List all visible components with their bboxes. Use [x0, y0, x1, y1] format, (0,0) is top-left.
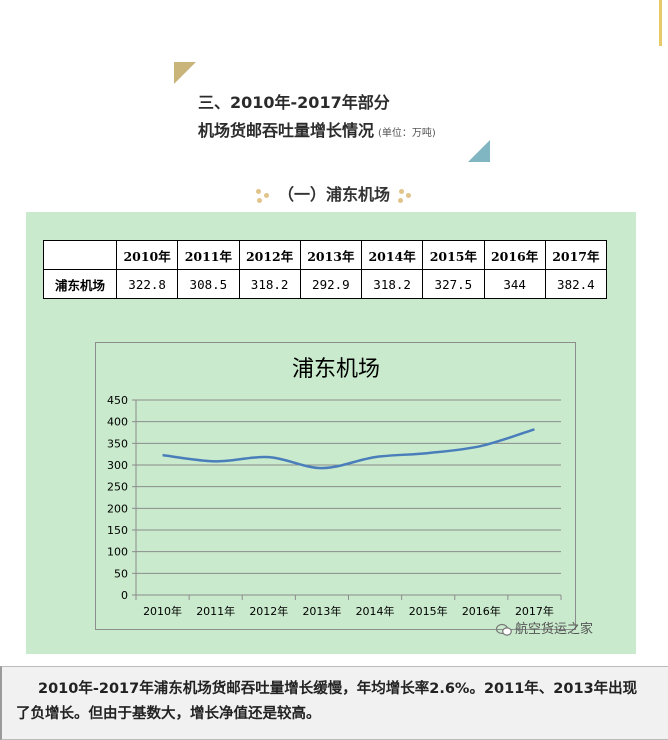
dots-decoration-icon: [398, 188, 412, 203]
heading-line-2: 机场货邮吞吐量增长情况 (单位：万吨): [198, 117, 436, 141]
y-tick-label: 450: [107, 394, 128, 407]
x-tick-label: 2016年: [462, 604, 501, 618]
table-header-row: 2010年 2011年 2012年 2013年 2014年 2015年 2016…: [43, 240, 608, 270]
grid-layer: [136, 399, 561, 574]
table-cell: 322.8: [115, 269, 179, 299]
table-header-cell: 2015年: [422, 240, 485, 270]
corner-triangle-decoration: [174, 62, 196, 84]
series-layer: [162, 428, 535, 470]
decorative-bar: [659, 0, 662, 46]
table-cell: 382.4: [544, 269, 608, 299]
heading-unit: (单位：万吨): [378, 128, 436, 139]
table-header-cell: 2011年: [177, 240, 240, 270]
table-cell: 344: [483, 269, 546, 299]
line-chart: 浦东机场 0 50 100 150 200 250 300 350 400 450 2010年 201…: [95, 342, 576, 630]
heading-line-1: 三、2010年-2017年部分: [198, 93, 390, 112]
table-cell: 292.9: [299, 269, 363, 299]
section-title: （一）浦东机场: [0, 181, 668, 205]
table-header-cell: 2012年: [238, 240, 301, 270]
summary-box: 2010年-2017年浦东机场货邮吞吐量增长缓慢，年均增长率2.6%。2011年…: [0, 666, 668, 740]
wechat-icon: [496, 623, 512, 636]
x-tick-label: 2010年: [143, 604, 182, 618]
section-title-text: （一）浦东机场: [277, 185, 390, 204]
dots-decoration-icon: [255, 188, 270, 203]
series-line: [162, 428, 535, 470]
axis-layer: 0 50 100 150 200 250 300 350 400 450 2010年 2011年 201…: [107, 394, 562, 618]
corner-triangle-decoration: [468, 140, 490, 162]
x-tick-label: 2013年: [302, 604, 341, 618]
table-header-cell: 2017年: [544, 240, 608, 270]
watermark-text: 航空货运之家: [515, 622, 594, 637]
summary-text: 2010年-2017年浦东机场货邮吞吐量增长缓慢，年均增长率2.6%。2011年…: [16, 681, 638, 722]
y-tick-label: 50: [114, 567, 128, 580]
y-tick-label: 0: [121, 589, 128, 602]
x-tick-label: 2017年: [515, 604, 554, 618]
x-tick-label: 2014年: [356, 604, 395, 618]
y-tick-label: 200: [107, 502, 128, 515]
y-tick-label: 400: [107, 416, 128, 429]
data-table: 2010年 2011年 2012年 2013年 2014年 2015年 2016…: [43, 240, 608, 299]
table-corner-cell: [43, 240, 117, 270]
table-header-cell: 2014年: [360, 240, 424, 270]
table-cell: 318.2: [238, 269, 301, 299]
x-tick-label: 2012年: [249, 604, 288, 618]
chart-svg: 浦东机场 0 50 100 150 200 250 300 350 400 450 2010年 201…: [107, 357, 562, 618]
table-header-cell: 2013年: [299, 240, 363, 270]
watermark: 航空货运之家: [496, 618, 593, 637]
y-tick-label: 250: [107, 481, 128, 494]
table-cell: 327.5: [422, 269, 485, 299]
y-tick-label: 100: [107, 546, 128, 559]
section-heading: 三、2010年-2017年部分 机场货邮吞吐量增长情况 (单位：万吨): [174, 62, 490, 162]
table-header-cell: 2016年: [483, 240, 546, 270]
heading-line-2-text: 机场货邮吞吐量增长情况: [198, 121, 375, 140]
x-tick-label: 2011年: [196, 604, 235, 618]
table-cell: 308.5: [177, 269, 240, 299]
y-tick-label: 350: [107, 437, 128, 450]
table-header-cell: 2010年: [115, 240, 179, 270]
table-row: 浦东机场 322.8 308.5 318.2 292.9 318.2 327.5…: [43, 269, 608, 299]
table-cell: 318.2: [360, 269, 424, 299]
chart-title: 浦东机场: [292, 357, 380, 382]
y-tick-label: 300: [107, 459, 128, 472]
table-row-label: 浦东机场: [43, 269, 117, 299]
y-tick-label: 150: [107, 524, 128, 537]
x-tick-label: 2015年: [409, 604, 448, 618]
